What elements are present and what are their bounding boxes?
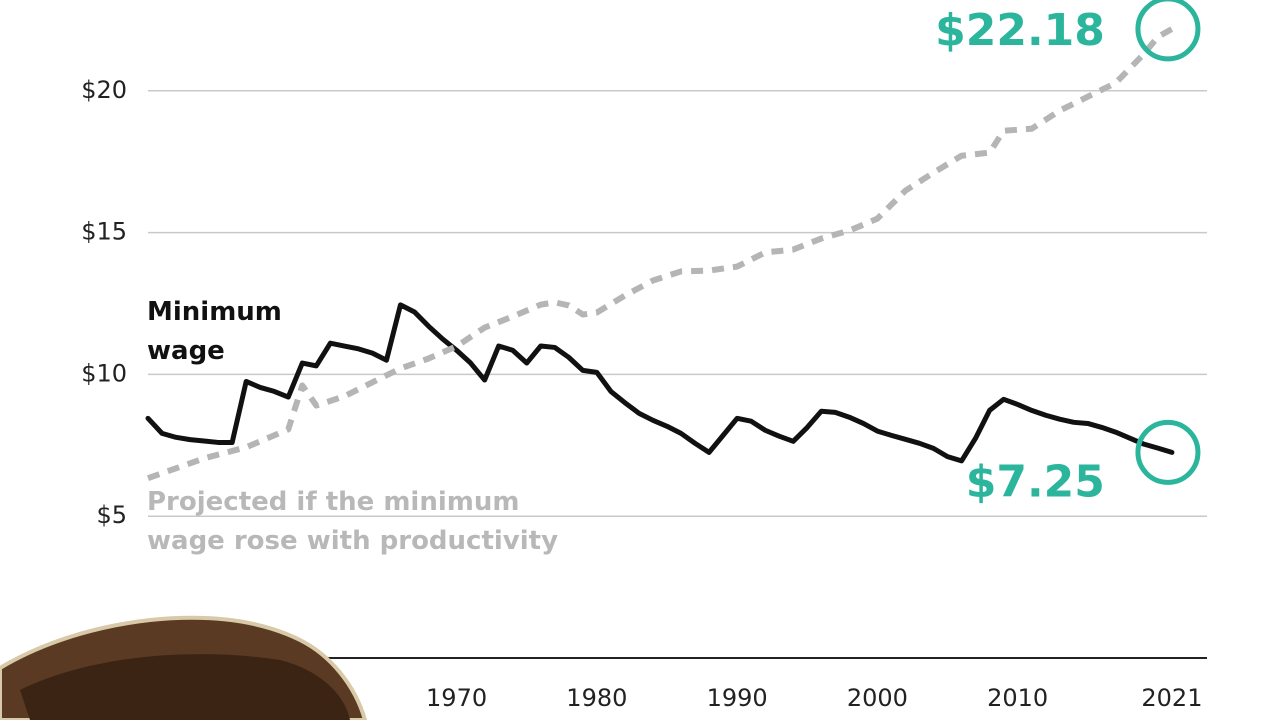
value-label: $7.25 bbox=[966, 456, 1105, 507]
x-tick-label: 2010 bbox=[987, 684, 1048, 712]
x-tick-label: 2000 bbox=[847, 684, 908, 712]
labels: $5 $10 $15 $20 1970 1980 1990 2000 2010 2021 $7.25… bbox=[81, 5, 1202, 712]
lines bbox=[145, 0, 1201, 485]
y-tick-label: $20 bbox=[81, 76, 127, 104]
series-label: wage rose with productivity bbox=[147, 526, 558, 556]
photo-overlay-detail bbox=[20, 654, 350, 720]
x-tick-label: 1980 bbox=[566, 684, 627, 712]
value-label: $22.18 bbox=[935, 5, 1105, 56]
series-label: Projected if the minimum bbox=[147, 487, 519, 517]
y-tick-label: $15 bbox=[81, 218, 127, 246]
series-label: Minimum bbox=[147, 297, 282, 327]
end-marker bbox=[1135, 419, 1201, 485]
series-label: wage bbox=[147, 336, 225, 366]
y-tick-label: $5 bbox=[96, 501, 127, 529]
x-tick-label: 1970 bbox=[426, 684, 487, 712]
end-marker bbox=[1135, 0, 1201, 62]
y-tick-label: $10 bbox=[81, 359, 127, 387]
grid bbox=[148, 90, 1207, 659]
x-tick-label: 1990 bbox=[707, 684, 768, 712]
x-tick-label: 2021 bbox=[1141, 684, 1202, 712]
series-line bbox=[145, 302, 1175, 464]
